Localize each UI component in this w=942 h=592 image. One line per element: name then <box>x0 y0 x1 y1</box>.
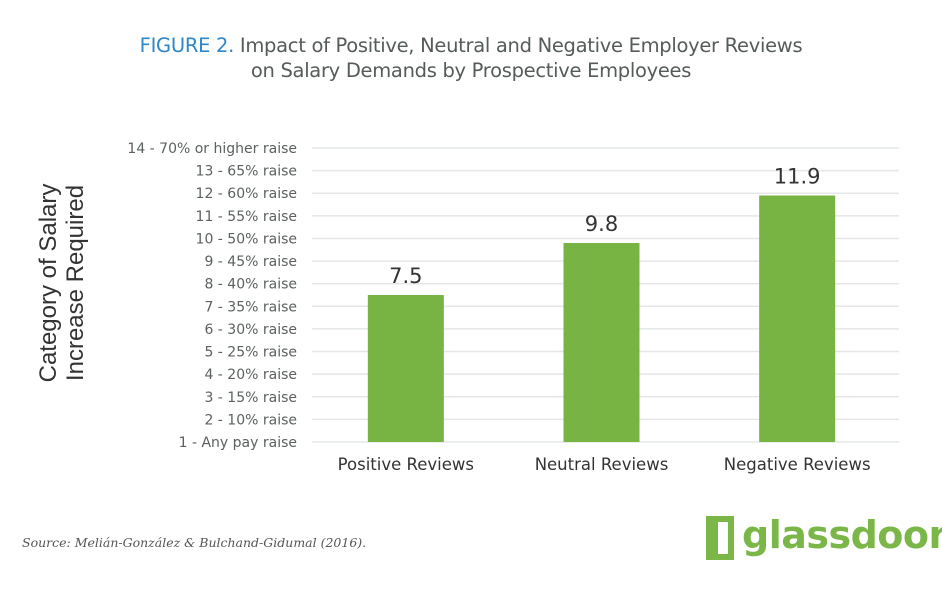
logo-wordmark: glassdoor® <box>742 516 942 554</box>
y-tick-label: 4 - 20% raise <box>204 367 297 383</box>
x-category-label: Positive Reviews <box>338 455 474 474</box>
title-line-1: FIGURE 2. Impact of Positive, Neutral an… <box>0 33 942 58</box>
bar-negative-reviews <box>759 195 836 442</box>
title-text-1: Impact of Positive, Neutral and Negative… <box>239 34 803 57</box>
glassdoor-logo: glassdoor® <box>704 512 942 564</box>
y-tick-label: 13 - 65% raise <box>196 164 297 180</box>
y-tick-labels: 14 - 70% or higher raise 13 - 65% raise 12… <box>127 141 297 451</box>
y-tick-label: 8 - 40% raise <box>204 277 297 293</box>
bar-neutral-reviews <box>563 242 640 442</box>
bars <box>367 195 836 442</box>
y-tick-label: 2 - 10% raise <box>204 412 297 428</box>
y-tick-label: 12 - 60% raise <box>196 186 297 202</box>
figure-label: FIGURE 2. <box>139 34 235 57</box>
data-labels: 7.5 9.8 11.9 <box>389 164 820 288</box>
x-category-label: Neutral Reviews <box>535 455 669 474</box>
y-tick-label: 14 - 70% or higher raise <box>127 141 297 157</box>
y-tick-label: 3 - 15% raise <box>204 390 297 406</box>
data-label: 9.8 <box>585 212 618 236</box>
y-tick-label: 9 - 45% raise <box>204 254 297 270</box>
y-tick-label: 5 - 25% raise <box>204 345 297 361</box>
data-label: 11.9 <box>774 164 821 188</box>
y-tick-label: 11 - 55% raise <box>196 209 297 225</box>
data-label: 7.5 <box>389 264 422 288</box>
title-line-2: on Salary Demands by Prospective Employe… <box>250 59 692 82</box>
y-tick-label: 6 - 30% raise <box>204 322 297 338</box>
x-category-label: Negative Reviews <box>724 455 871 474</box>
door-icon <box>706 516 734 560</box>
source-note: Source: Melián-González & Bulchand-Gidum… <box>22 535 367 550</box>
y-tick-label: 7 - 35% raise <box>204 299 297 315</box>
bar-positive-reviews <box>367 295 444 442</box>
x-category-labels: Positive Reviews Neutral Reviews Negative … <box>338 455 871 474</box>
y-tick-label: 10 - 50% raise <box>196 231 297 247</box>
y-tick-label: 1 - Any pay raise <box>179 435 297 451</box>
logo-text: glassdoor <box>742 513 942 557</box>
chart-title: FIGURE 2. Impact of Positive, Neutral an… <box>0 33 942 83</box>
